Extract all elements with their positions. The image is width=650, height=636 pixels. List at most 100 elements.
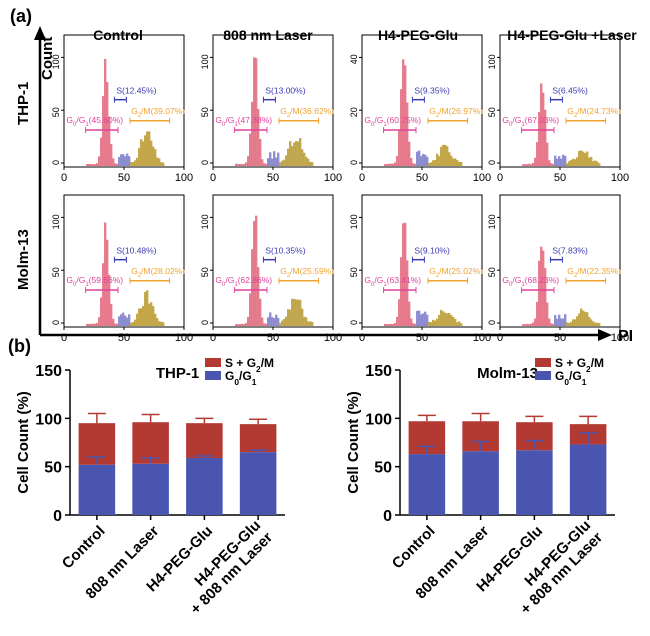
histogram-panel: 0 50 100 0 50 100 S(10.48%) G0/G1(59.66%) G2/M(2…: [51, 194, 193, 344]
histogram-bin: [430, 162, 433, 166]
histogram-bin: [566, 163, 569, 166]
histogram-bin: [134, 160, 137, 166]
histogram-bin: [574, 319, 577, 326]
y-tick-label: 50: [51, 267, 61, 277]
histogram-bin: [446, 313, 449, 326]
x-tick-label: 0: [359, 172, 365, 184]
histogram-bin: [552, 163, 555, 166]
histogram-bin: [426, 156, 429, 166]
histogram-bin: [594, 322, 597, 326]
y-tick-label: 50: [200, 107, 210, 117]
histogram-bin: [528, 163, 531, 166]
histogram-bin: [279, 162, 282, 166]
g0g1-phase-label: G0/G1(63.41%): [364, 275, 421, 288]
legend-swatch: [205, 371, 221, 380]
g2m-phase-label: G2/M(26.97%): [429, 106, 483, 119]
y-tick-label: 150: [365, 363, 392, 380]
s-phase-label: S(7.83%): [552, 246, 588, 256]
g2m-phase-label: G2/M(25.59%): [280, 266, 334, 279]
g2m-phase-label: G2/M(28.02%): [131, 266, 185, 279]
bar-s-g2m: [186, 423, 223, 458]
histogram-frame: [499, 194, 621, 328]
x-tick-label: 50: [267, 332, 279, 344]
histogram-bin: [564, 155, 567, 166]
histogram-bin: [404, 222, 407, 326]
s-phase-label: S(9.35%): [414, 86, 450, 96]
y-tick-label: 100: [51, 214, 61, 229]
histogram-bin: [582, 151, 585, 166]
panel-b-label: (b): [8, 336, 31, 356]
count-axis-arrowhead: [34, 26, 46, 40]
x-tick-label: 50: [554, 172, 566, 184]
x-tick-label: 0: [497, 332, 503, 344]
histogram-bin: [90, 164, 93, 166]
histogram-bin: [532, 322, 535, 326]
s-phase-label: S(10.35%): [265, 246, 305, 256]
histogram-bin: [572, 319, 575, 326]
g0g1-phase-label: G0/G1(47.38%): [215, 115, 272, 128]
histogram-bin: [122, 154, 125, 166]
histogram-bin: [588, 316, 591, 326]
histogram-bin: [124, 156, 127, 166]
histogram-bin: [120, 314, 123, 326]
histogram-bin: [526, 323, 529, 326]
histogram-bin: [446, 146, 449, 166]
legend-swatch: [535, 358, 551, 367]
x-tick-label: 100: [324, 172, 342, 184]
histogram-bin: [245, 162, 248, 166]
histogram-bin: [104, 58, 107, 166]
histogram-bin: [144, 135, 147, 166]
histogram-bin: [424, 154, 427, 166]
y-tick-label: 40: [349, 54, 359, 64]
histogram-bin: [568, 323, 571, 326]
histogram-bin: [398, 299, 401, 326]
histogram-bin: [550, 323, 553, 326]
x-tick-label: 50: [416, 332, 428, 344]
histogram-bin: [156, 318, 159, 326]
g0g1-phase-label: G0/G1(45.60%): [66, 115, 123, 128]
histogram-bin: [524, 324, 527, 326]
bar-g0g1: [78, 464, 116, 515]
x-tick-label: 100: [611, 172, 629, 184]
histogram-bin: [428, 163, 431, 166]
category-label: Control: [389, 523, 439, 573]
histogram-bin: [140, 139, 143, 166]
histogram-panel: 0 50 100 0 50 100 S(12.45%) G0/G1(45.60%) G2/M(3…: [51, 34, 193, 184]
histogram-bin: [438, 156, 441, 166]
histogram-bin: [454, 318, 457, 326]
y-axis-label: Cell Count (%): [345, 391, 362, 494]
y-tick-label: 50: [374, 460, 392, 477]
y-tick-label: 50: [200, 267, 210, 277]
histogram-bin: [530, 164, 533, 166]
histogram-bin: [245, 322, 248, 326]
histogram-bin: [444, 144, 447, 166]
histogram-bin: [126, 153, 129, 166]
histogram-bin: [106, 239, 109, 326]
histogram-bin: [247, 156, 250, 166]
histogram-bin: [452, 158, 455, 166]
histogram-bin: [273, 318, 276, 326]
histogram-bin: [526, 164, 529, 166]
histogram-bin: [576, 157, 579, 166]
histogram-bin: [297, 299, 300, 326]
row-label-thp1: THP-1: [15, 82, 32, 125]
histogram-bin: [243, 324, 246, 326]
histogram-bin: [388, 163, 391, 166]
histogram-bin: [251, 101, 254, 166]
x-tick-label: 50: [118, 332, 130, 344]
legend-label: G0/G1: [555, 369, 587, 387]
histogram-bin: [239, 163, 242, 166]
histogram-bin: [120, 154, 123, 166]
histogram-bin: [293, 299, 296, 326]
histogram-bin: [442, 311, 445, 326]
x-tick-label: 100: [175, 332, 193, 344]
histogram-bin: [128, 156, 131, 166]
histogram-bin: [104, 222, 107, 326]
x-tick-label: 0: [61, 332, 67, 344]
histogram-bin: [261, 159, 264, 166]
histogram-bin: [241, 164, 244, 166]
histogram-bin: [295, 299, 298, 326]
histogram-bin: [269, 152, 272, 166]
histogram-bin: [152, 146, 155, 166]
histogram-bin: [285, 155, 288, 166]
